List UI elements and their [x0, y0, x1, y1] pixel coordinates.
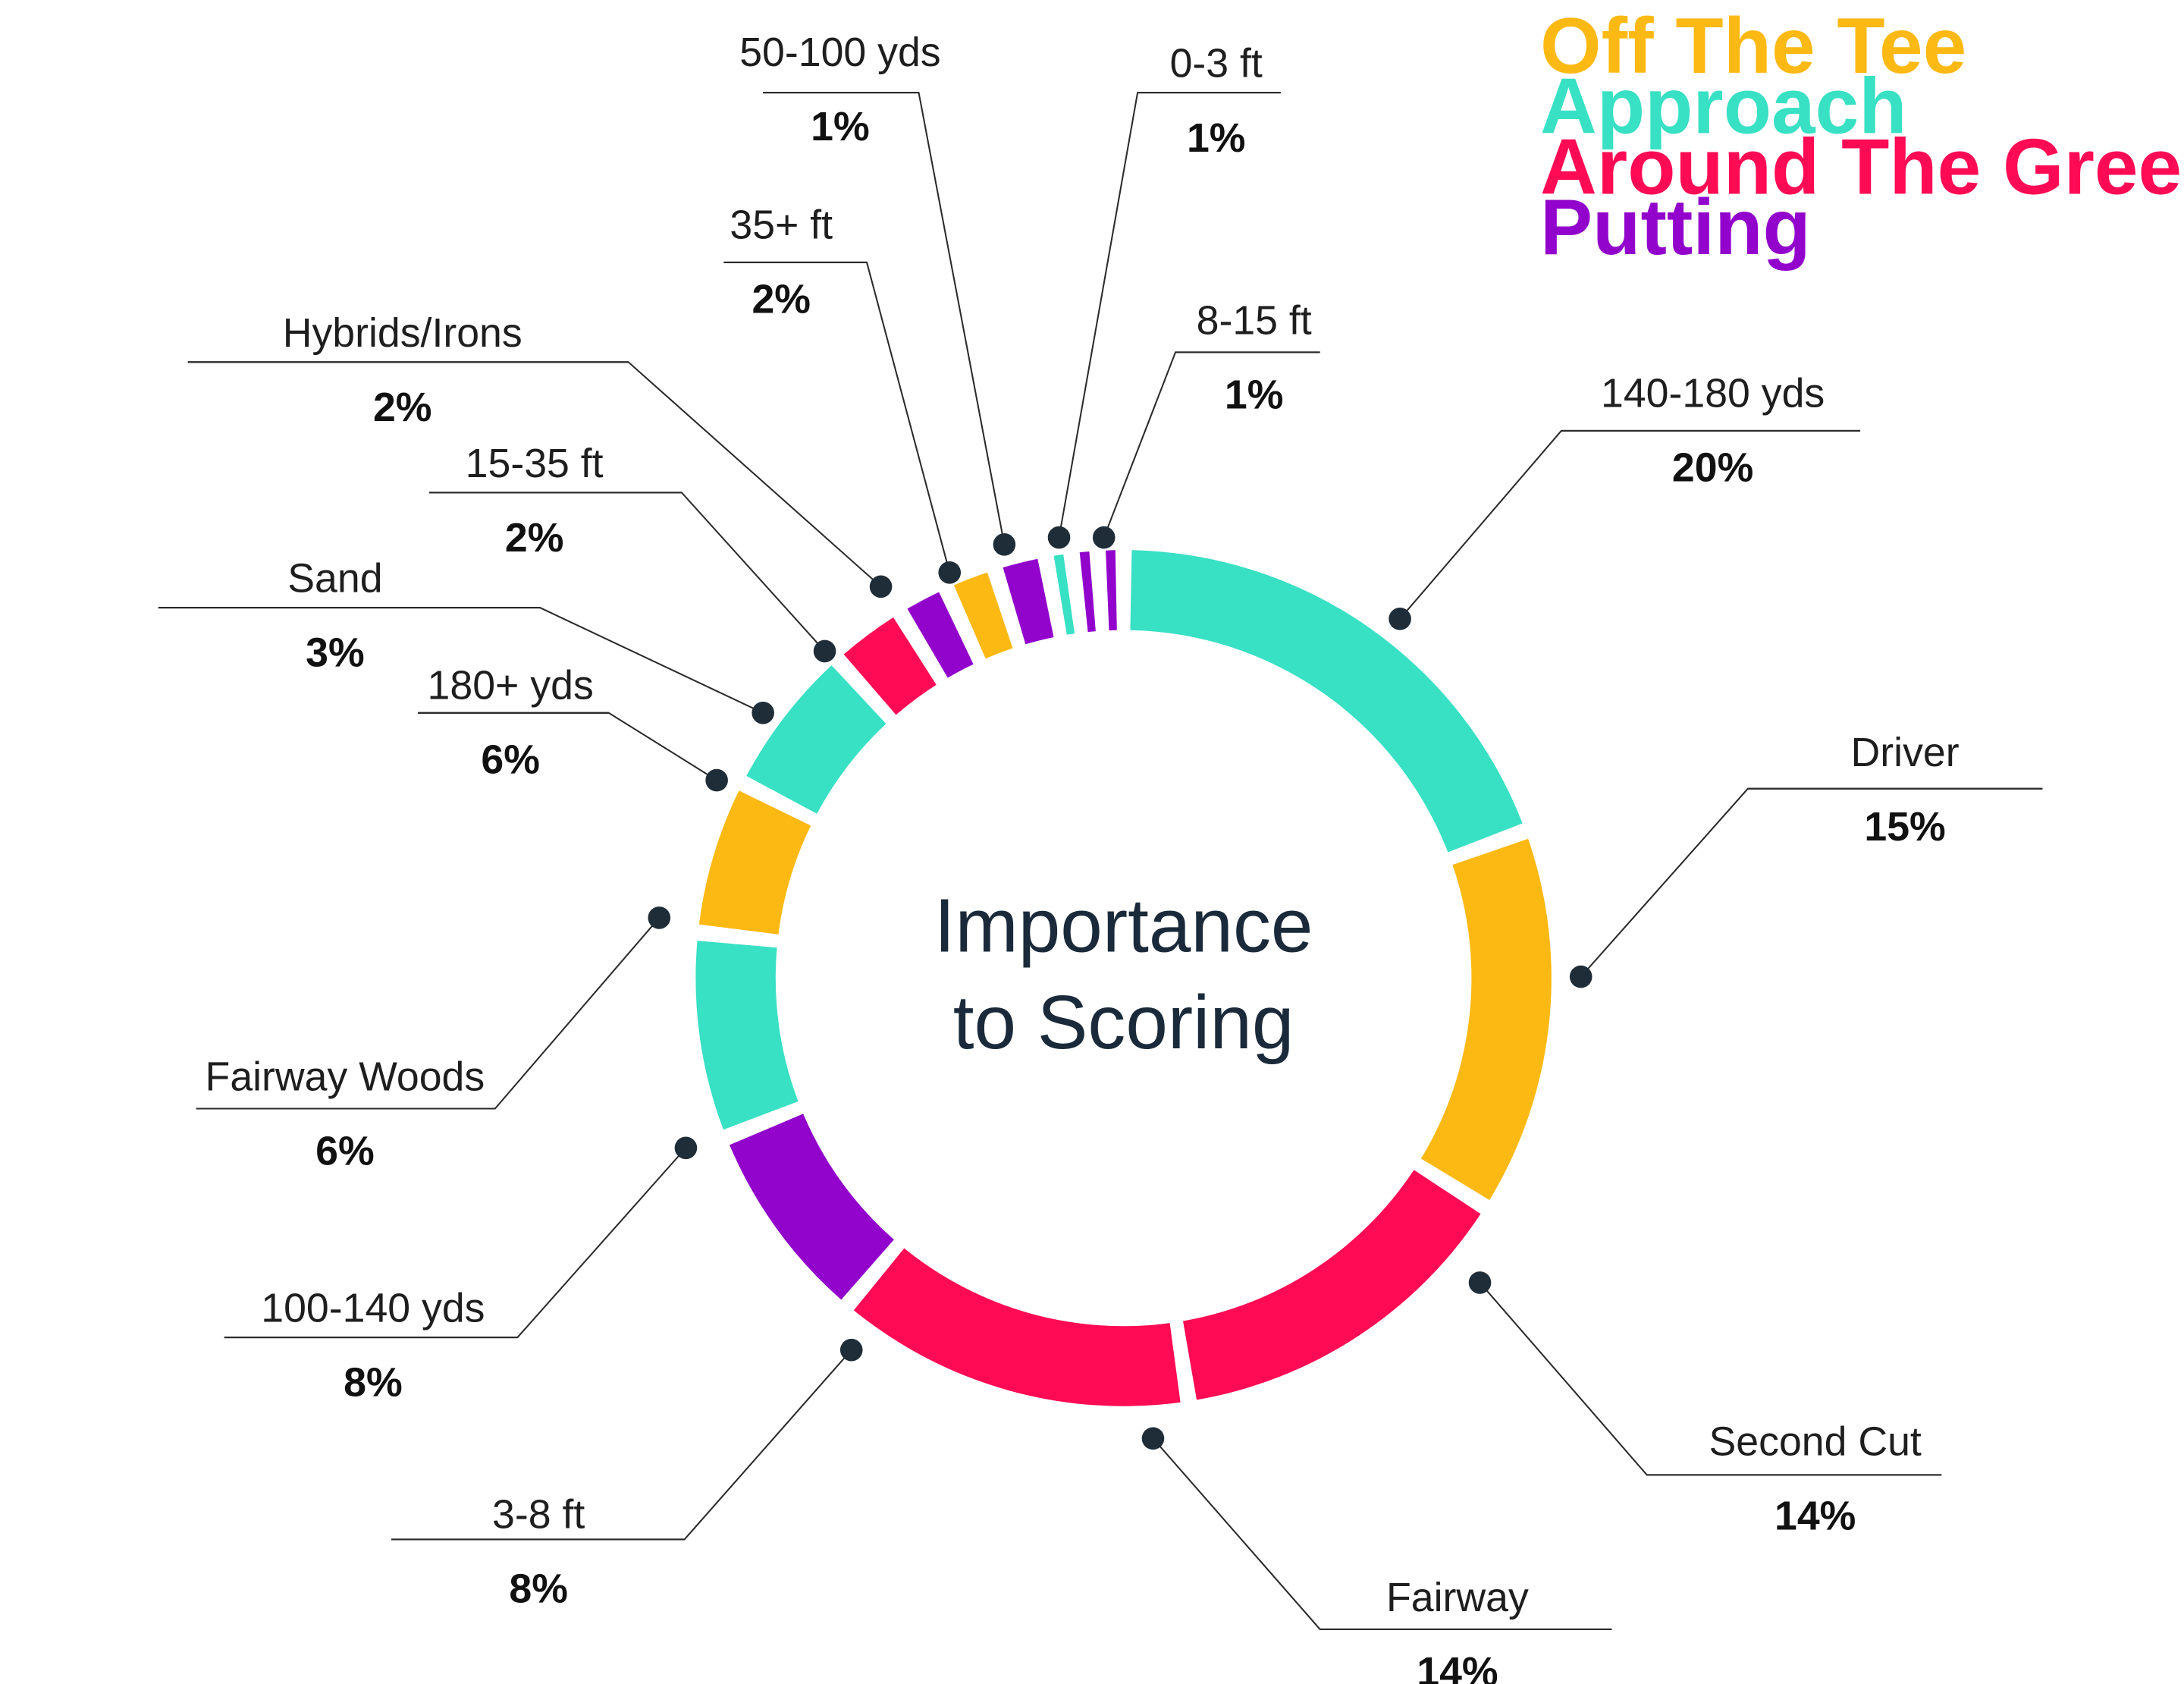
slice-value-label: 14%: [1417, 1649, 1498, 1684]
leader-dot: [938, 561, 962, 584]
donut-slice: [695, 941, 799, 1130]
leader-dot: [674, 1136, 698, 1160]
leader-line: [428, 492, 826, 652]
slice-name-label: 8-15 ft: [1197, 297, 1312, 343]
slice-name-label: Fairway Woods: [206, 1054, 485, 1099]
leader-line: [1580, 787, 2043, 978]
leader-dot: [1569, 965, 1592, 988]
slice-name-label: Second Cut: [1709, 1419, 1922, 1464]
donut-slice: [698, 790, 811, 935]
label-leaders: [158, 92, 2043, 1630]
slice-value-label: 14%: [1774, 1493, 1856, 1538]
donut-slice: [1106, 550, 1117, 631]
slice-name-label: 180+ yds: [428, 662, 594, 708]
legend-putting: Putting: [1540, 183, 1811, 271]
donut-slice: [730, 1114, 894, 1300]
leader-dot: [869, 575, 893, 599]
donut-slice: [746, 665, 886, 814]
leader-dot: [813, 639, 836, 663]
slice-name-label: 3-8 ft: [492, 1492, 585, 1538]
center-title-line-1: Importance: [934, 884, 1313, 968]
leader-dot: [839, 1338, 863, 1362]
slice-value-label: 20%: [1672, 445, 1753, 491]
center-title: Importance to Scoring: [934, 884, 1313, 1065]
center-title-line-2: to Scoring: [953, 981, 1294, 1065]
leader-dot: [705, 768, 728, 792]
donut-slice: [1183, 1170, 1481, 1400]
donut-slice: [853, 1248, 1181, 1406]
slice-value-label: 3%: [306, 630, 365, 676]
slice-labels: 140-180 yds 20% Driver 15% Second Cut 14% Fair…: [206, 30, 1960, 1684]
slice-name-label: Hybrids/Irons: [283, 310, 522, 356]
donut-slice: [907, 592, 974, 678]
leader-dot: [1141, 1427, 1165, 1450]
leader-dot: [648, 906, 671, 929]
slice-value-label: 1%: [1187, 115, 1246, 161]
slice-name-label: Sand: [287, 556, 382, 602]
donut-slice: [1420, 838, 1552, 1201]
donut-ring: [695, 550, 1552, 1406]
slice-name-label: 15-35 ft: [466, 441, 604, 486]
slice-value-label: 1%: [811, 104, 870, 149]
donut-slice: [1130, 550, 1523, 853]
slice-value-label: 8%: [344, 1360, 403, 1406]
leader-dot: [993, 533, 1016, 556]
slice-value-label: 6%: [481, 737, 540, 782]
legend-approach: Approach: [1540, 62, 1906, 150]
leader-dot: [1389, 608, 1411, 630]
donut-slice: [1053, 554, 1075, 635]
donut-slice: [1079, 551, 1096, 633]
slice-value-label: 2%: [752, 277, 811, 322]
slice-name-label: 140-180 yds: [1601, 371, 1825, 416]
slice-name-label: Fairway: [1386, 1575, 1529, 1620]
leader-dot: [1092, 526, 1116, 549]
slice-value-label: 15%: [1864, 804, 1945, 850]
slice-name-label: 50-100 yds: [739, 30, 940, 75]
leader-line: [1103, 351, 1320, 538]
donut-slice: [843, 617, 937, 715]
leader-dot: [752, 702, 774, 724]
leader-dot: [1468, 1271, 1492, 1294]
legend-off-the-tee: Off The Tee: [1540, 2, 1966, 90]
leader-dot: [1047, 526, 1071, 549]
slice-name-label: 100-140 yds: [261, 1286, 485, 1331]
slice-name-label: Driver: [1851, 730, 1960, 775]
slice-value-label: 2%: [373, 385, 432, 430]
slice-name-label: 35+ ft: [730, 203, 833, 248]
slice-name-label: 0-3 ft: [1170, 41, 1263, 86]
leader-line: [391, 1349, 852, 1541]
leader-line: [1399, 429, 1860, 620]
leader-line: [1152, 1437, 1612, 1630]
legend-around-the-green: Around The Green (>50yds): [1540, 122, 2184, 210]
slice-value-label: 2%: [505, 515, 564, 561]
donut-slice: [953, 572, 1013, 659]
donut-slice: [1003, 558, 1054, 645]
slice-value-label: 8%: [509, 1566, 568, 1612]
leader-line: [418, 712, 717, 781]
legend: Off The Tee Approach Around The Green (>…: [1540, 2, 2184, 271]
slice-value-label: 6%: [315, 1128, 375, 1173]
slice-value-label: 1%: [1225, 372, 1284, 417]
